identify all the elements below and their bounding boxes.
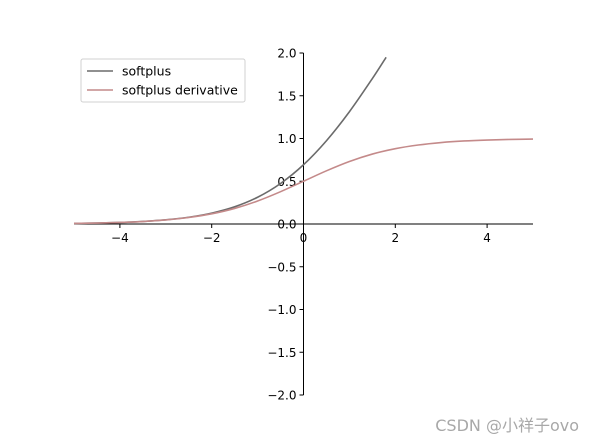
watermark: CSDN @小祥子ovo [435,416,579,435]
y-tick-label: 1.0 [277,132,296,146]
legend-box [80,58,246,103]
y-tick-label: −0.5 [267,260,296,274]
x-tick-label: 0 [300,231,308,245]
y-tick-label: −2.0 [267,389,296,403]
legend: softplus softplus derivative [80,58,246,103]
x-tick-label: −4 [111,231,129,245]
y-tick-label: 2.0 [277,47,296,61]
x-tick-label: 2 [391,231,399,245]
x-tick-label: 4 [483,231,491,245]
y-tick-label: −1.5 [267,346,296,360]
y-tick-label: 0.0 [277,218,296,232]
y-tick-label: 1.5 [277,89,296,103]
series-lines [73,56,534,225]
ticks: −4 −2 0 2 4 −2.0 −1.5 −1.0 −0.5 0.0 0.5 1.0 1.5 2.0 [111,47,491,403]
x-tick-label: −2 [203,231,221,245]
y-tick-label: 0.5 [277,175,296,189]
series-line-softplus-derivative [73,138,534,225]
legend-label: softplus derivative [122,83,238,98]
y-tick-label: −1.0 [267,303,296,317]
legend-label: softplus [122,64,171,79]
